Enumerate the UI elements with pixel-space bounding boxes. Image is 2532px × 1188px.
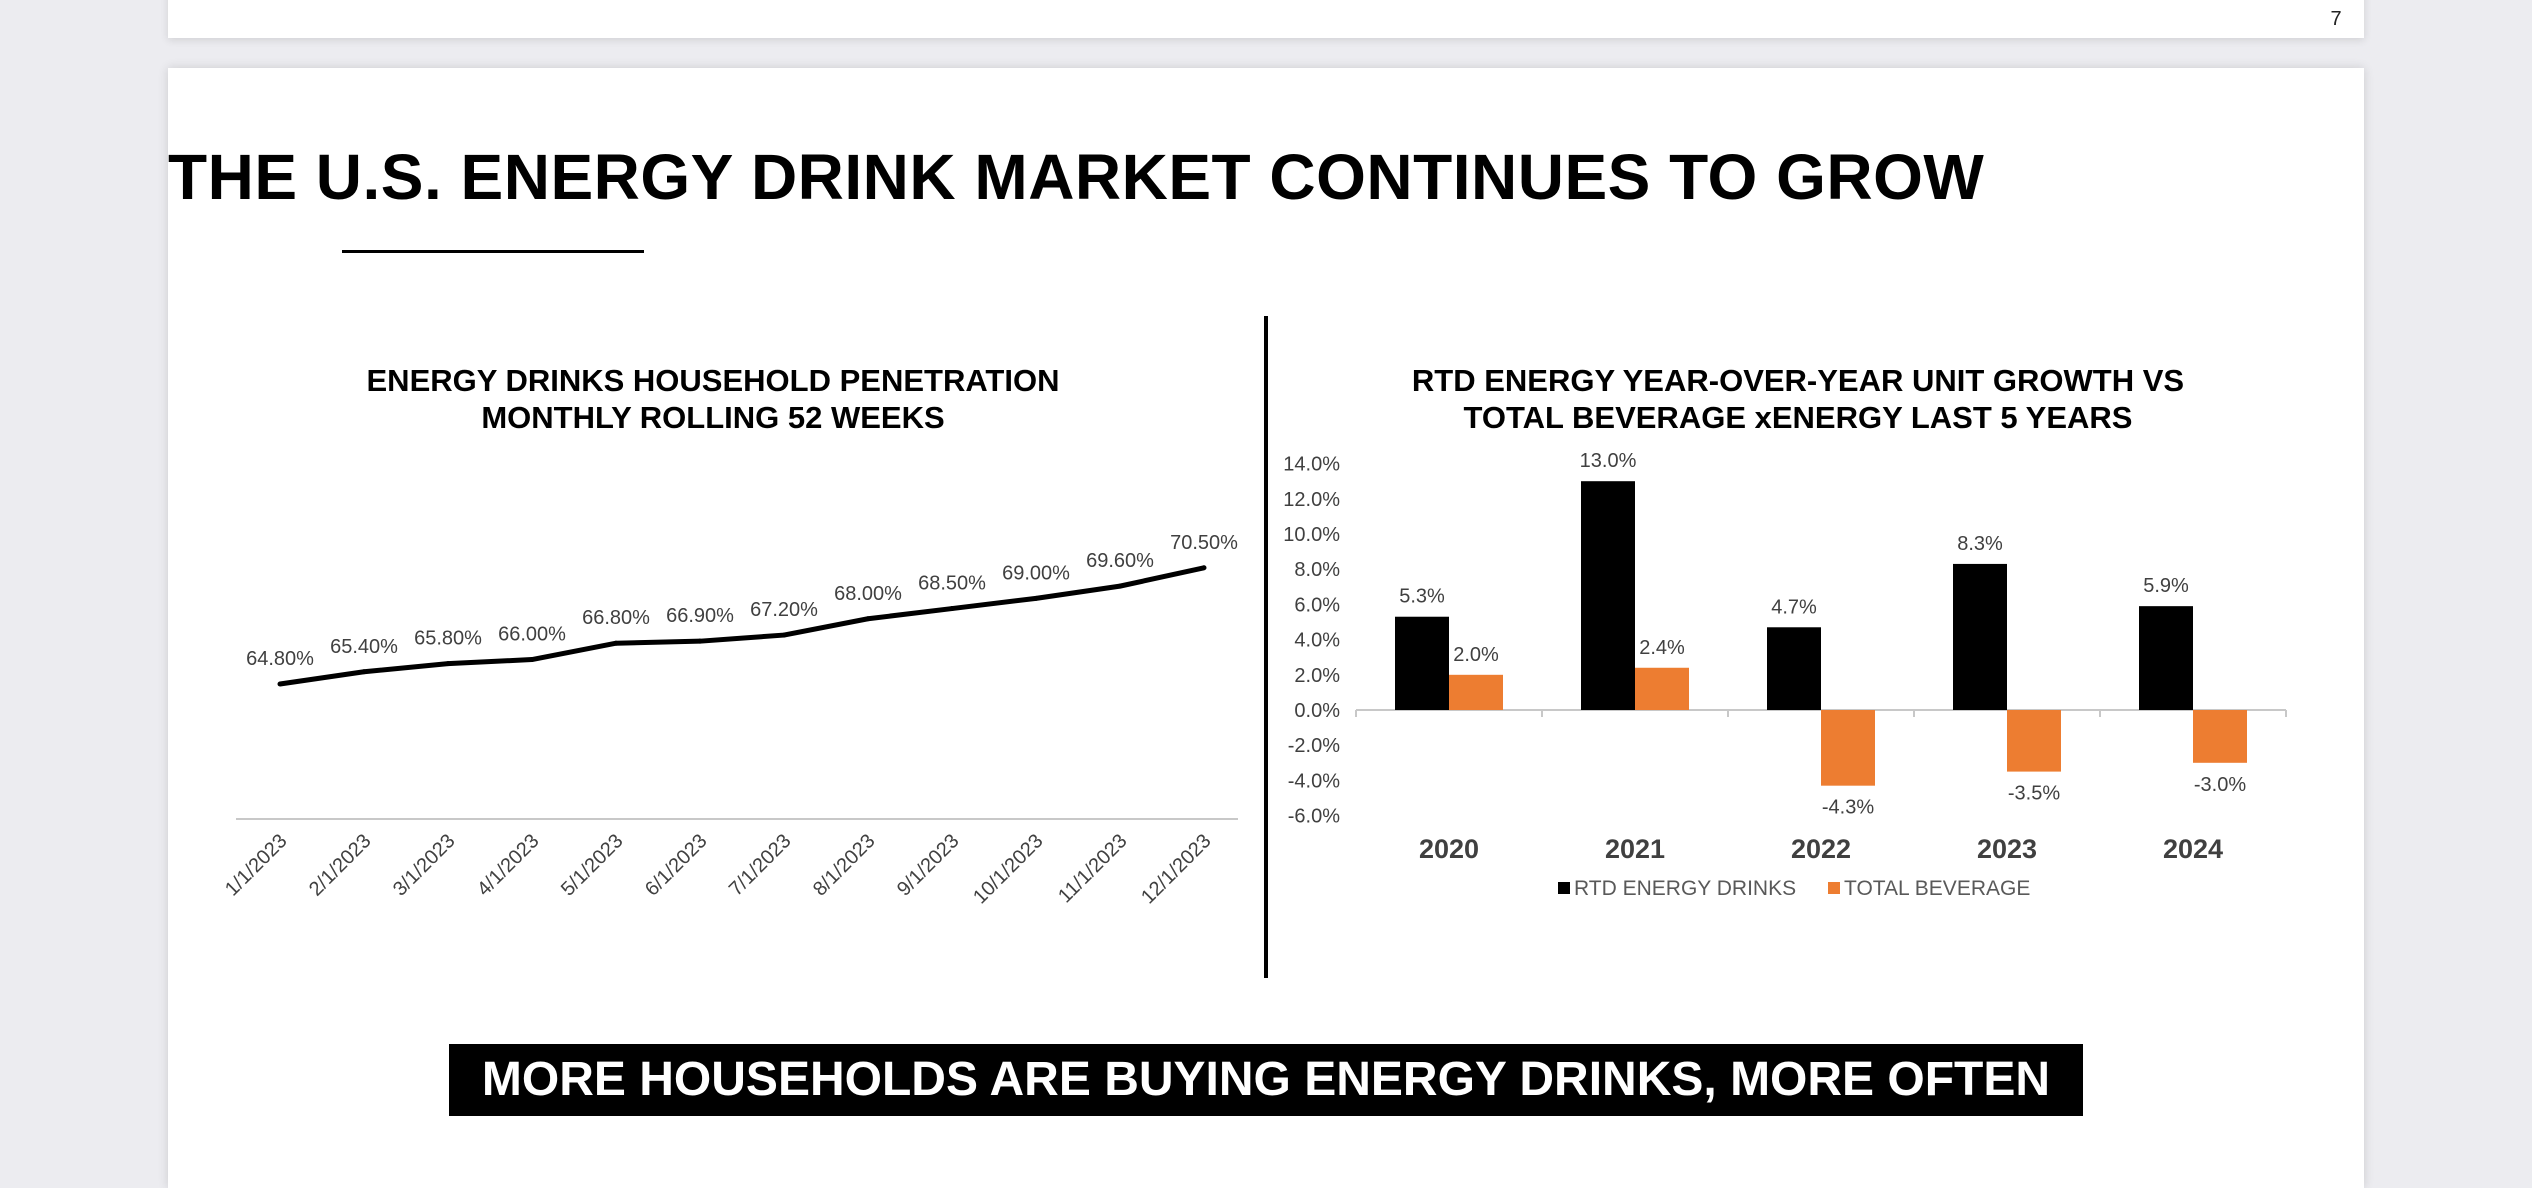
line-chart-point [697, 638, 703, 644]
line-chart-data-label: 68.50% [918, 573, 986, 595]
line-chart-point [1033, 595, 1039, 601]
bar-chart-title-line-1: RTD ENERGY YEAR-OVER-YEAR UNIT GROWTH VS [1411, 363, 2185, 398]
bar-chart-y-tick-label: 8.0% [1294, 559, 1340, 581]
line-chart-point [1117, 583, 1123, 589]
line-chart-point [1201, 565, 1207, 571]
bar-data-label: 2.4% [1639, 637, 1685, 659]
bar-data-label: -3.5% [2008, 783, 2060, 805]
line-chart-point [361, 669, 367, 675]
bar-chart-category-label: 2024 [2163, 834, 2223, 864]
bar-rtd-energy-drinks [1767, 627, 1821, 710]
bar-chart-y-tick-label: 4.0% [1294, 630, 1340, 652]
bar-chart-category-label: 2022 [1791, 834, 1851, 864]
line-chart-point [445, 661, 451, 667]
bar-rtd-energy-drinks [1395, 616, 1449, 710]
line-chart-data-label: 66.00% [498, 624, 566, 646]
bar-total-beverage [2007, 710, 2061, 772]
slide: THE U.S. ENERGY DRINK MARKET CONTINUES T… [168, 68, 2364, 1188]
bar-total-beverage [1449, 674, 1503, 710]
line-chart-data-label: 65.40% [330, 636, 398, 658]
bar-chart-category-label: 2021 [1605, 834, 1665, 864]
line-chart-data-label: 65.80% [414, 628, 482, 650]
bar-chart-category-label: 2020 [1419, 834, 1479, 864]
legend-label: TOTAL BEVERAGE [1844, 877, 2030, 900]
bar-rtd-energy-drinks [1953, 563, 2007, 710]
legend-swatch [1828, 882, 1840, 894]
bar-chart-y-tick-label: -6.0% [1288, 806, 1340, 828]
bar-data-label: 5.3% [1399, 586, 1445, 608]
bar-data-label: 13.0% [1580, 450, 1637, 472]
bar-chart-y-tick-label: 0.0% [1294, 700, 1340, 722]
line-chart-point [949, 606, 955, 612]
line-chart-title: ENERGY DRINKS HOUSEHOLD PENETRATION MONT… [208, 362, 1218, 436]
line-chart-data-label: 68.00% [834, 583, 902, 605]
bar-rtd-energy-drinks [1581, 481, 1635, 710]
page-number: 7 [2330, 8, 2342, 30]
line-chart-data-label: 69.00% [1002, 562, 1070, 584]
legend-label: RTD ENERGY DRINKS [1574, 877, 1796, 900]
line-chart-point [529, 657, 535, 663]
bar-total-beverage [1821, 710, 1875, 786]
bar-data-label: 2.0% [1453, 644, 1499, 666]
bar-chart-title: RTD ENERGY YEAR-OVER-YEAR UNIT GROWTH VS… [1288, 362, 2308, 436]
line-chart-data-label: 69.60% [1086, 550, 1154, 572]
bar-chart-y-tick-label: -2.0% [1288, 735, 1340, 757]
line-chart-data-label: 64.80% [246, 648, 314, 670]
line-chart-series [279, 565, 1205, 687]
bar-chart-y-tick-label: 12.0% [1283, 489, 1340, 511]
bar-chart: 14.0% 12.0% 10.0% 8.0% 6.0% 4.0% 2.0% 0.0% -2.0%… [1283, 450, 2287, 900]
line-chart-title-line-1: ENERGY DRINKS HOUSEHOLD PENETRATION [366, 363, 1060, 398]
bar-chart-y-tick-label: 14.0% [1283, 454, 1340, 476]
bar-data-label: 5.9% [2143, 575, 2189, 597]
previous-slide-edge [168, 0, 2364, 38]
line-chart-point [781, 632, 787, 638]
bottom-banner: MORE HOUSEHOLDS ARE BUYING ENERGY DRINKS… [449, 1044, 2083, 1116]
bar-total-beverage [2193, 710, 2247, 763]
legend-swatch [1558, 882, 1570, 894]
bar-chart-y-tick-label: 6.0% [1294, 594, 1340, 616]
bar-data-label: 8.3% [1957, 533, 2003, 555]
bar-data-label: -3.0% [2194, 774, 2246, 796]
line-chart-title-line-2: MONTHLY ROLLING 52 WEEKS [481, 400, 945, 435]
bar-chart-y-tick-label: -4.0% [1288, 770, 1340, 792]
bar-rtd-energy-drinks [2139, 606, 2193, 710]
bar-chart-y-tick-label: 2.0% [1294, 665, 1340, 687]
line-chart-data-label: 70.50% [1170, 532, 1238, 554]
slide-title: THE U.S. ENERGY DRINK MARKET CONTINUES T… [168, 141, 1985, 213]
line-chart-point [613, 640, 619, 646]
bar-chart-category-label: 2023 [1977, 834, 2037, 864]
title-underline [342, 250, 644, 253]
bar-total-beverage [1635, 667, 1689, 710]
bar-data-label: 4.7% [1771, 596, 1817, 618]
line-chart-data-label: 66.80% [582, 607, 650, 629]
bar-chart-title-line-2: TOTAL BEVERAGE xENERGY LAST 5 YEARS [1463, 400, 2133, 435]
line-chart: 64.80% 65.40% 65.80% 66.00% 66.80% 66.90% 67.2… [221, 532, 1238, 909]
line-chart-data-label: 66.90% [666, 605, 734, 627]
line-chart-point [277, 681, 283, 687]
chart-divider [1264, 316, 1268, 978]
bar-chart-y-tick-label: 10.0% [1283, 524, 1340, 546]
line-chart-data-label: 67.20% [750, 599, 818, 621]
line-chart-point [865, 616, 871, 622]
bar-data-label: -4.3% [1822, 797, 1874, 819]
